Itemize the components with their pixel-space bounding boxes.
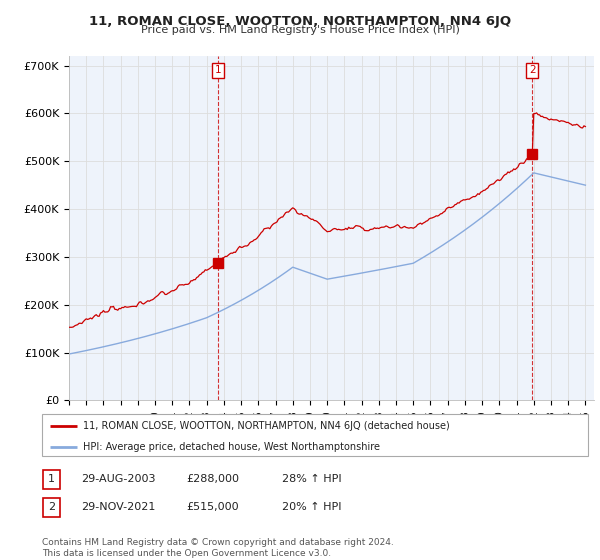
Text: 11, ROMAN CLOSE, WOOTTON, NORTHAMPTON, NN4 6JQ: 11, ROMAN CLOSE, WOOTTON, NORTHAMPTON, N… <box>89 15 511 27</box>
Text: 2: 2 <box>529 66 536 76</box>
Text: 1: 1 <box>48 474 55 484</box>
Text: 28% ↑ HPI: 28% ↑ HPI <box>282 474 341 484</box>
Text: Contains HM Land Registry data © Crown copyright and database right 2024.
This d: Contains HM Land Registry data © Crown c… <box>42 538 394 558</box>
FancyBboxPatch shape <box>42 414 588 456</box>
FancyBboxPatch shape <box>43 470 60 489</box>
Text: £288,000: £288,000 <box>186 474 239 484</box>
Text: 20% ↑ HPI: 20% ↑ HPI <box>282 502 341 512</box>
Text: 29-NOV-2021: 29-NOV-2021 <box>81 502 155 512</box>
Text: HPI: Average price, detached house, West Northamptonshire: HPI: Average price, detached house, West… <box>83 442 380 452</box>
Text: 11, ROMAN CLOSE, WOOTTON, NORTHAMPTON, NN4 6JQ (detached house): 11, ROMAN CLOSE, WOOTTON, NORTHAMPTON, N… <box>83 421 450 431</box>
FancyBboxPatch shape <box>43 498 60 517</box>
Text: 1: 1 <box>215 66 221 76</box>
Text: Price paid vs. HM Land Registry's House Price Index (HPI): Price paid vs. HM Land Registry's House … <box>140 25 460 35</box>
Text: 29-AUG-2003: 29-AUG-2003 <box>81 474 155 484</box>
Text: 2: 2 <box>48 502 55 512</box>
Text: £515,000: £515,000 <box>186 502 239 512</box>
